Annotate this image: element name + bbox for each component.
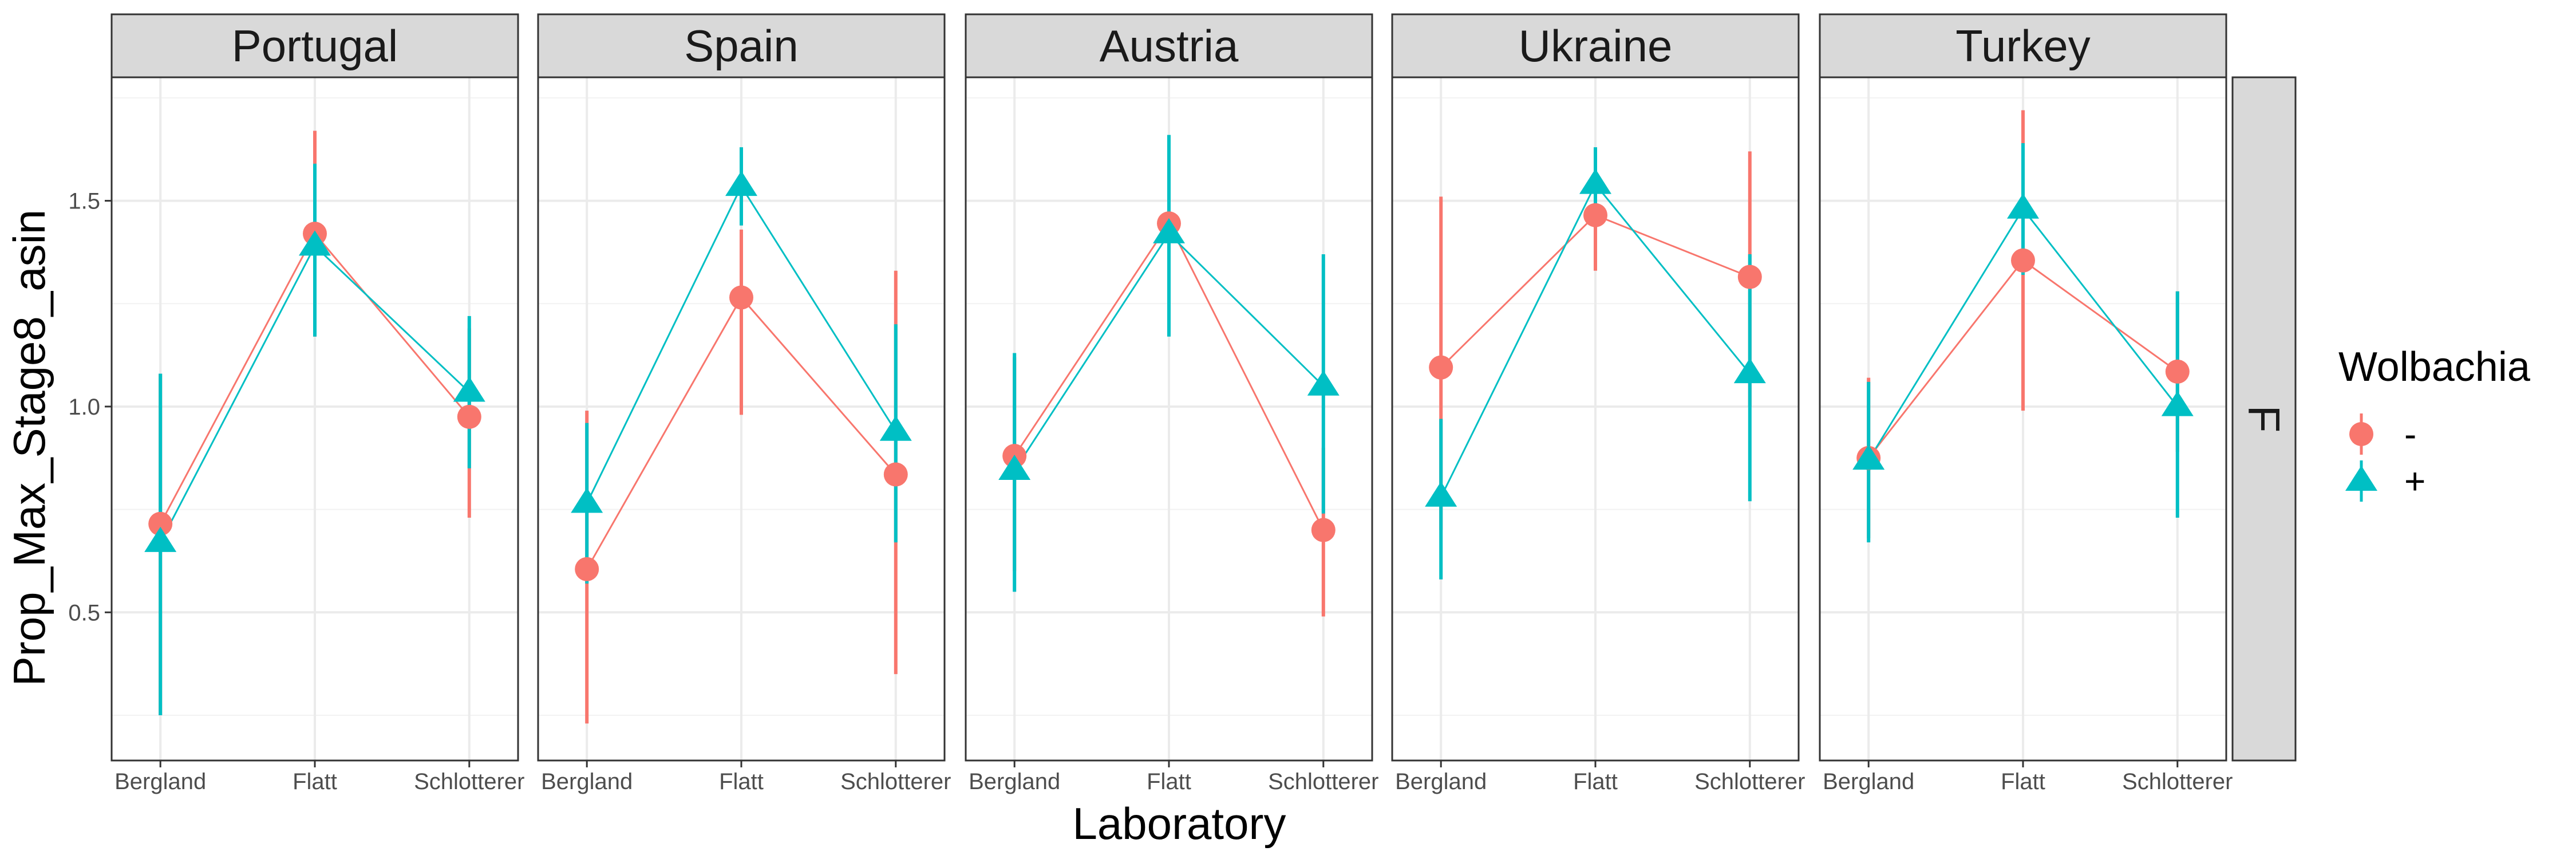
facet-strip [1819,13,2227,78]
data-point-plus [144,526,177,552]
legend-entry-plus: + [2345,460,2425,502]
x-tick-label: Schlotterer [840,769,951,794]
facet-strip-label: Turkey [1955,21,2091,71]
row-strip-label: F [2239,405,2289,433]
data-point-minus [457,404,481,429]
data-point-plus [1852,444,1885,470]
x-axis-title: Laboratory [1073,798,1286,849]
facet-strip-label: Spain [684,21,799,71]
data-point-plus [1307,370,1340,396]
facet-panel-ukraine: Ukraine Bergland Flatt Schlotterer [1391,13,1805,794]
data-point-plus [453,376,485,402]
data-point-plus [1153,218,1185,243]
data-point-plus [2007,193,2039,219]
data-point-plus [571,487,603,513]
x-tick-label: Bergland [1395,769,1487,794]
x-tick-label: Flatt [719,769,764,794]
x-tick-label: Bergland [969,769,1060,794]
x-tick-label: Bergland [114,769,206,794]
legend-key-circle [2349,422,2373,446]
y-axis-title: Prop_Max_Stage8_asin [4,210,54,687]
facet-strip [537,13,946,78]
x-tick-label: Bergland [1823,769,1914,794]
data-point-plus [998,455,1031,480]
data-point-minus [2011,248,2035,273]
x-tick-label: Schlotterer [414,769,524,794]
y-axis: 0.5 1.0 1.5 [68,189,112,625]
x-tick-label: Schlotterer [2122,769,2233,794]
y-tick-label: 0.5 [68,600,100,625]
x-tick-label: Schlotterer [1694,769,1805,794]
data-point-plus [1579,168,1611,194]
legend-label: + [2404,460,2425,502]
data-point-minus [729,285,753,310]
x-tick-label: Flatt [1147,769,1191,794]
data-point-plus [1733,358,1766,384]
x-tick-label: Flatt [1573,769,1618,794]
data-point-minus [575,557,599,581]
facet-strip [110,13,519,78]
facet-strip-label: Portugal [232,21,398,71]
facet-panel-spain: Spain Bergland Flatt Schlotterer [537,13,951,794]
data-point-minus [2165,359,2190,384]
data-point-plus [879,415,912,441]
legend-key-triangle [2345,466,2377,491]
y-tick-label: 1.0 [68,395,100,420]
x-tick-label: Flatt [2001,769,2045,794]
facet-panel-portugal: Portugal Bergland Flatt Schlotterer [110,13,525,794]
x-tick-label: Schlotterer [1268,769,1378,794]
data-point-minus [883,462,908,487]
facet-strip [1391,13,1800,78]
data-point-plus [299,230,331,256]
row-strip: F [2231,76,2297,762]
row-strip-box [2231,76,2297,762]
facet-strip-label: Austria [1100,21,1239,71]
data-point-minus [1311,518,1336,542]
data-point-minus [1583,203,1607,227]
legend-entry-minus: - [2349,413,2416,455]
y-tick-label: 1.5 [68,189,100,214]
data-point-minus [1429,355,1453,380]
legend: Wolbachia - + [2338,344,2531,502]
data-point-plus [2161,391,2194,416]
data-point-minus [1737,265,1762,289]
facet-panel-austria: Austria Bergland Flatt Schlotterer [965,13,1379,794]
facet-strip-label: Ukraine [1519,21,1673,71]
x-tick-label: Bergland [541,769,633,794]
legend-label: - [2404,413,2416,455]
data-point-plus [725,171,757,196]
facet-strip [965,13,1373,78]
legend-title: Wolbachia [2338,344,2531,390]
data-point-plus [1425,481,1457,507]
data-point-minus [148,511,173,536]
facet-panels: Portugal Bergland Flatt Schlotterer Spain Ber… [110,13,2233,794]
facet-panel-turkey: Turkey Bergland Flatt Schlotterer [1819,13,2233,794]
x-tick-label: Flatt [293,769,337,794]
